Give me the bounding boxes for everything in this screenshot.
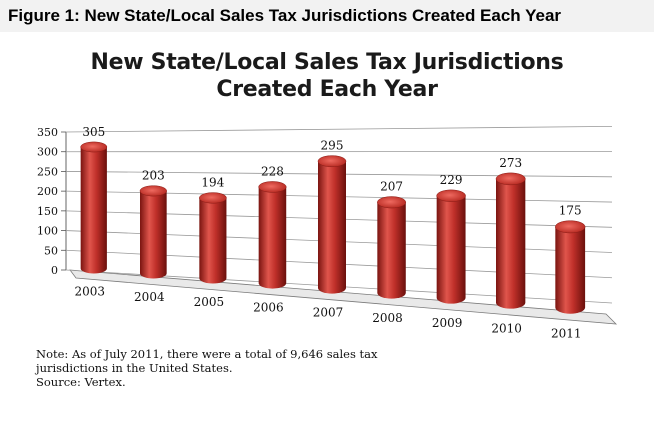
floor-edge xyxy=(69,269,618,325)
bar xyxy=(140,190,167,279)
data-label: 194 xyxy=(201,176,224,190)
data-label: 305 xyxy=(82,125,105,139)
x-tick-label: 2010 xyxy=(491,321,522,335)
x-tick-label: 2008 xyxy=(372,311,403,325)
data-label: 228 xyxy=(261,164,284,178)
bar-top xyxy=(317,155,347,168)
x-tick-label: 2009 xyxy=(432,316,463,330)
bar xyxy=(555,226,586,314)
bar-top xyxy=(436,189,466,202)
data-label: 175 xyxy=(559,204,582,218)
y-tick-label: 250 xyxy=(37,165,58,178)
y-tick-label: 100 xyxy=(37,225,58,238)
x-axis-ticks: 2003 2004 2005 2006 2007 2008 2009 2010 2011 xyxy=(75,285,582,341)
bar-top xyxy=(80,141,108,153)
x-tick-label: 2005 xyxy=(194,295,225,309)
bar xyxy=(436,195,466,304)
x-tick-label: 2006 xyxy=(253,300,284,314)
bar-top xyxy=(258,181,287,193)
bar xyxy=(80,146,107,274)
bar-top xyxy=(377,196,407,209)
x-tick-label: 2007 xyxy=(313,306,344,320)
x-tick-label: 2003 xyxy=(75,285,106,299)
data-label: 207 xyxy=(380,180,403,194)
data-label: 203 xyxy=(142,169,165,183)
data-label: 229 xyxy=(440,173,463,187)
y-tick-label: 200 xyxy=(37,185,58,198)
note-line-2: jurisdictions in the United States. xyxy=(36,361,233,375)
bar xyxy=(377,202,406,299)
bar-top xyxy=(555,220,586,234)
bars xyxy=(80,141,586,314)
bar xyxy=(496,178,526,309)
chart-title-line1: New State/Local Sales Tax Jurisdictions xyxy=(90,50,564,75)
note-source: Source: Vertex. xyxy=(36,375,126,389)
chart-frame xyxy=(65,132,618,325)
y-tick-label: 300 xyxy=(37,146,58,159)
footnote: Note: As of July 2011, there were a tota… xyxy=(36,347,378,389)
y-tick-label: 150 xyxy=(37,205,58,218)
bar xyxy=(258,186,287,289)
bar-top xyxy=(495,172,526,186)
bar xyxy=(318,161,346,294)
y-tick-label: 50 xyxy=(44,244,58,257)
data-label: 273 xyxy=(499,156,522,170)
bar-top xyxy=(139,185,167,197)
bar xyxy=(199,197,227,284)
data-labels: 305 203 194 228 295 207 229 273 175 xyxy=(82,125,581,218)
chart-title-line2: Created Each Year xyxy=(216,77,438,102)
y-tick-label: 350 xyxy=(37,126,58,139)
bar-top xyxy=(199,192,227,204)
gridline xyxy=(65,125,613,133)
x-tick-label: 2011 xyxy=(551,327,582,341)
figure-caption: Figure 1: New State/Local Sales Tax Juri… xyxy=(8,6,562,25)
y-tick-label: 0 xyxy=(51,264,58,277)
data-label: 295 xyxy=(321,139,344,153)
x-tick-label: 2004 xyxy=(134,290,165,304)
note-line-1: Note: As of July 2011, there were a tota… xyxy=(36,347,378,361)
y-axis-ticks: 0 50 100 150 200 250 300 350 xyxy=(37,126,58,277)
